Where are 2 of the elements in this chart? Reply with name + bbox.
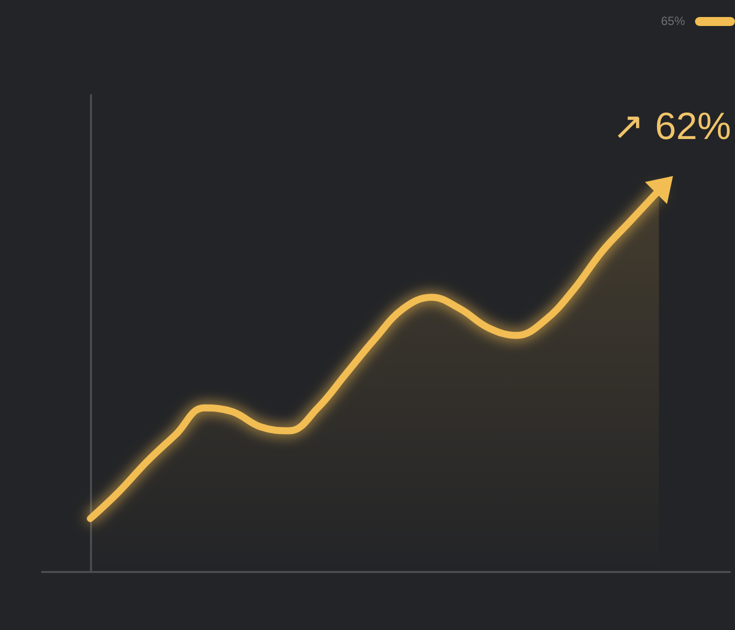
- text: 65%: [660, 14, 686, 28]
- text: ↗ 62%: [612, 106, 731, 148]
